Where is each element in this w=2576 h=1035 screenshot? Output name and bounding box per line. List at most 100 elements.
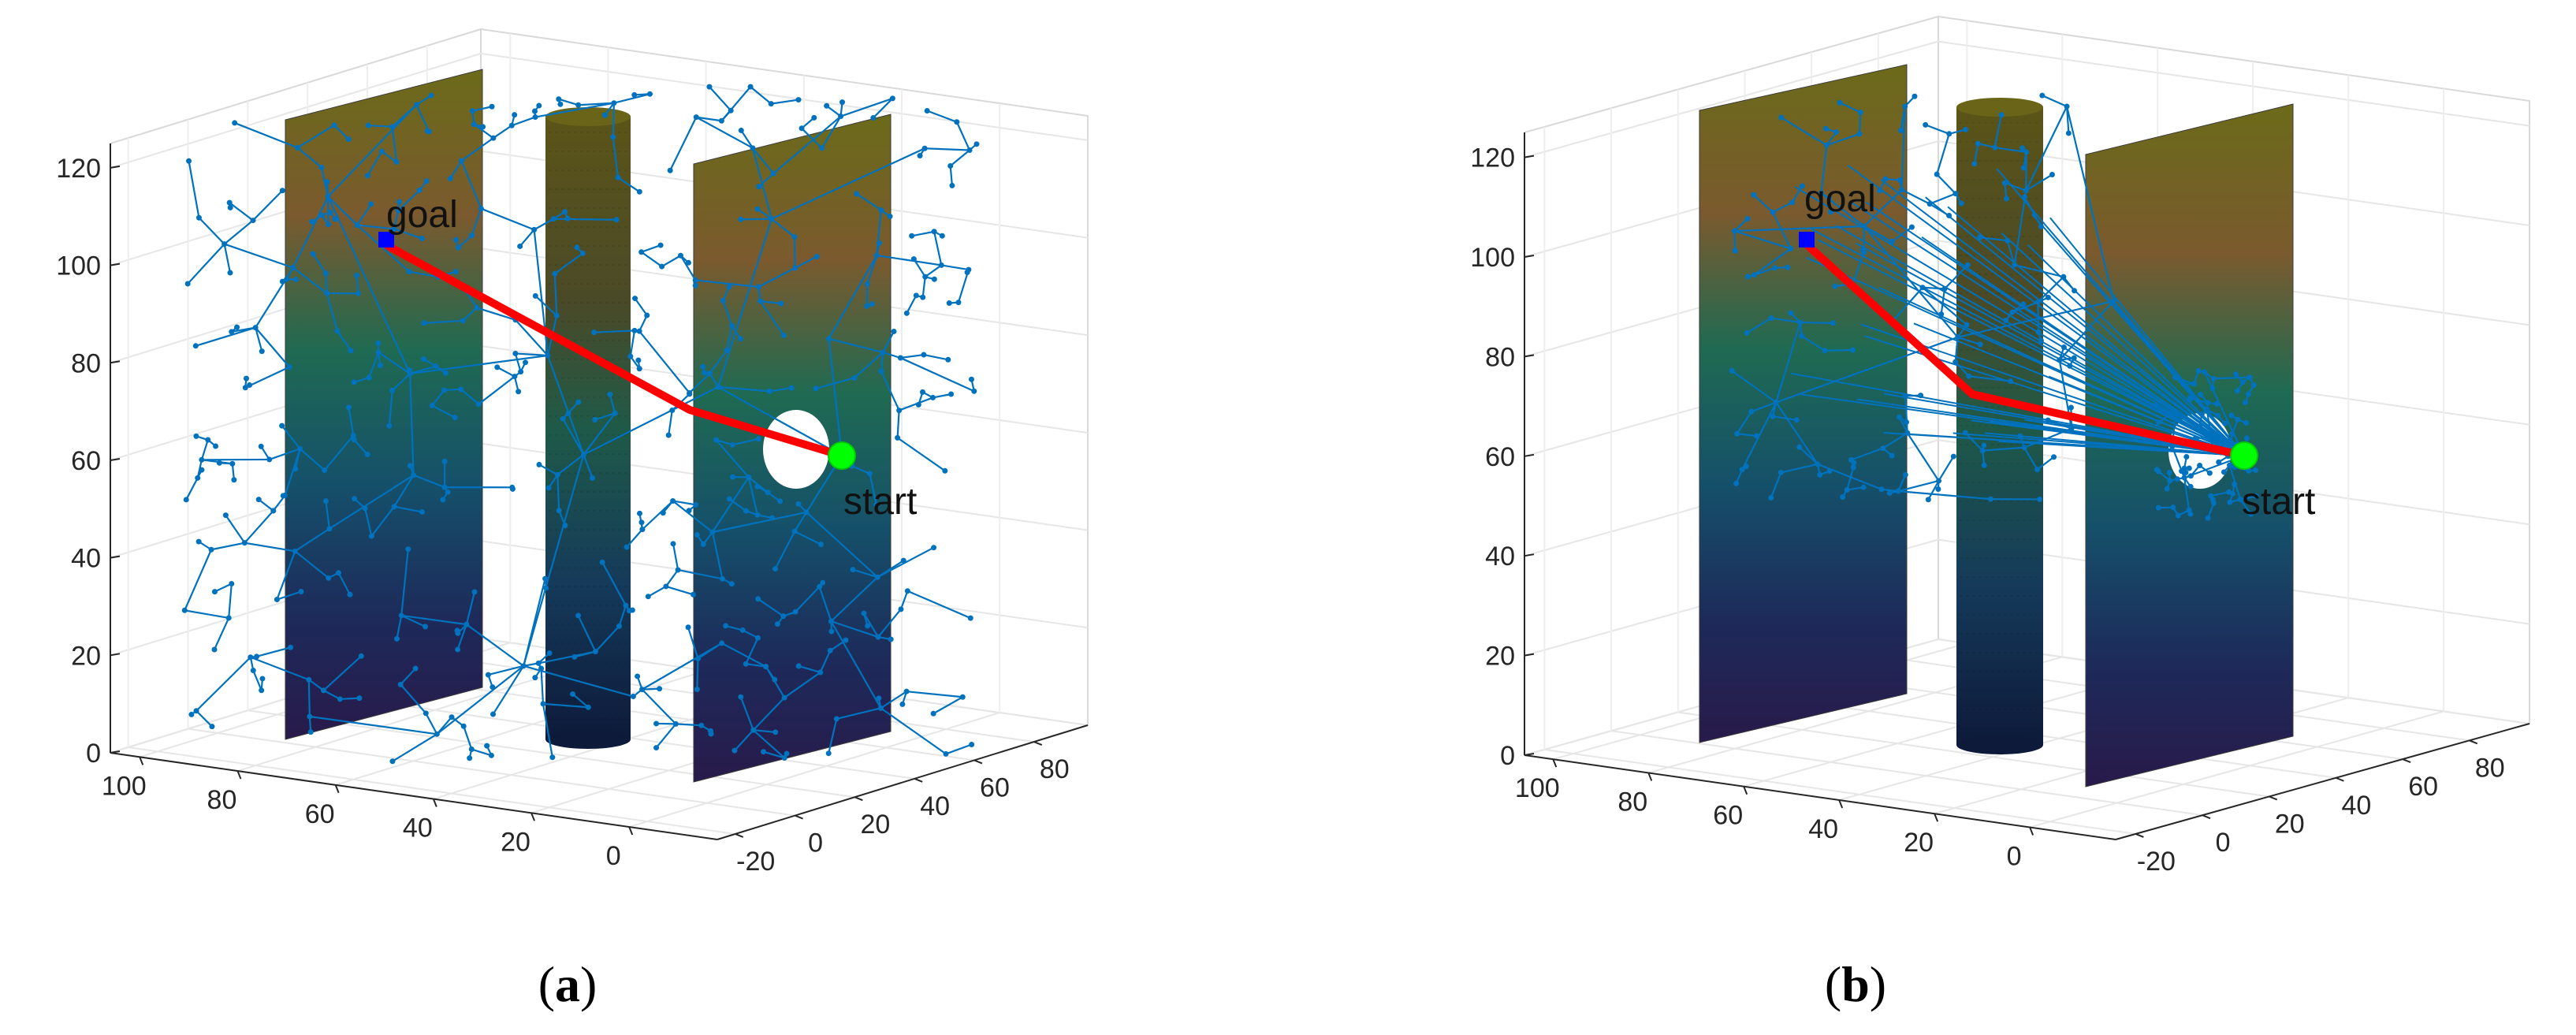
- ytick-label: 60: [980, 773, 1010, 802]
- tree-edge: [400, 683, 427, 714]
- xtick-mark: [1743, 786, 1748, 795]
- tree-node: [931, 276, 937, 282]
- tree-edge: [546, 355, 585, 456]
- ztick-label: 120: [1470, 143, 1515, 173]
- tree-edge: [1898, 416, 1908, 434]
- ytick-label: -20: [2137, 847, 2176, 877]
- xtick-label: 20: [501, 827, 530, 857]
- obstacle-wall-back: [1699, 64, 1908, 743]
- tree-edge: [629, 330, 636, 357]
- tree-edge: [851, 465, 870, 475]
- tree-node: [532, 292, 538, 299]
- tree-edge: [926, 110, 958, 123]
- tree-node: [1733, 480, 1740, 486]
- tree-node: [509, 486, 516, 492]
- tree-edge: [655, 723, 677, 749]
- tree-node: [247, 382, 253, 388]
- tree-edge: [1772, 211, 1792, 249]
- tree-node: [591, 329, 597, 336]
- tree-node: [419, 236, 425, 242]
- tree-edge: [258, 498, 274, 512]
- tree-node: [575, 612, 582, 619]
- tree-edge: [1993, 114, 2003, 148]
- tree-edge: [1800, 335, 1826, 352]
- tree-edge: [557, 453, 584, 476]
- tree-edge: [187, 243, 225, 285]
- tree-node: [946, 300, 952, 307]
- tree-edge: [828, 338, 843, 456]
- tree-node: [186, 158, 192, 164]
- tree-edge: [2001, 232, 2245, 456]
- obstacle-cylinder-top: [545, 107, 631, 126]
- tree-edge: [1922, 286, 1967, 326]
- tree-edge: [460, 388, 479, 405]
- tree-edge: [880, 370, 900, 411]
- tree-node: [1830, 320, 1836, 326]
- tree-edge: [449, 160, 463, 180]
- tree-node: [227, 204, 233, 210]
- tree-node: [1822, 125, 1829, 132]
- tree-node: [234, 324, 240, 330]
- tree-node: [2186, 465, 2192, 471]
- tree-edge: [393, 475, 415, 508]
- tree-node: [638, 519, 645, 526]
- tree-node: [243, 375, 249, 382]
- tree-node: [517, 243, 523, 249]
- tree-edge: [1852, 202, 2245, 456]
- tree-node: [407, 367, 413, 374]
- ygrid-line: [188, 728, 795, 817]
- tree-edge: [1736, 411, 1752, 434]
- tree-node: [949, 182, 955, 188]
- tree-edge: [534, 295, 557, 317]
- tree-node: [2153, 467, 2160, 473]
- tree-edge: [391, 126, 398, 162]
- tree-edge: [772, 115, 842, 174]
- tree-edge: [722, 300, 733, 326]
- xtick-mark: [1552, 758, 1558, 768]
- tree-edge: [523, 454, 585, 667]
- tree-node: [1934, 171, 1940, 177]
- tree-node: [942, 467, 948, 474]
- tree-edge: [1863, 188, 1903, 227]
- tree-edge: [806, 512, 879, 579]
- tree-node: [358, 653, 364, 659]
- tree-node: [599, 559, 605, 565]
- tree-edge: [709, 349, 728, 374]
- tree-edge: [1847, 164, 2245, 456]
- tree-node: [854, 191, 860, 197]
- tree-edge: [1994, 147, 2027, 154]
- tree-node: [839, 99, 846, 106]
- tree-node: [564, 215, 571, 222]
- tree-edge: [309, 715, 437, 735]
- tree-edge: [752, 729, 785, 759]
- tree-node: [601, 112, 608, 118]
- tree-edge: [1936, 173, 1956, 195]
- ytick-label: 0: [2216, 828, 2231, 858]
- tree-edge: [638, 315, 648, 332]
- tree-node: [512, 112, 518, 118]
- tree-edge: [757, 208, 772, 220]
- tree-node: [691, 591, 697, 598]
- tree-edge: [368, 125, 393, 128]
- tree-edge: [356, 224, 410, 273]
- tree-node: [1796, 444, 1803, 450]
- y-axis-line: [2115, 723, 2530, 840]
- tree-edge: [1957, 300, 2114, 338]
- tree-edge: [557, 475, 560, 511]
- tree-edge: [228, 583, 233, 619]
- tree-node: [1799, 183, 1805, 189]
- tree-edge: [353, 438, 368, 456]
- tree-edge: [695, 279, 759, 289]
- tree-edge: [431, 404, 456, 419]
- tree-edge: [327, 195, 359, 226]
- tree-node: [562, 523, 568, 529]
- tree-node: [222, 512, 229, 519]
- tree-edge: [1737, 433, 1757, 437]
- tree-node: [452, 415, 458, 421]
- tree-node: [873, 502, 880, 508]
- tree-node: [549, 754, 556, 761]
- tree-node: [1826, 468, 1833, 475]
- tree-edge: [553, 218, 617, 221]
- tree-edge: [198, 217, 225, 245]
- tree-edge: [393, 228, 423, 240]
